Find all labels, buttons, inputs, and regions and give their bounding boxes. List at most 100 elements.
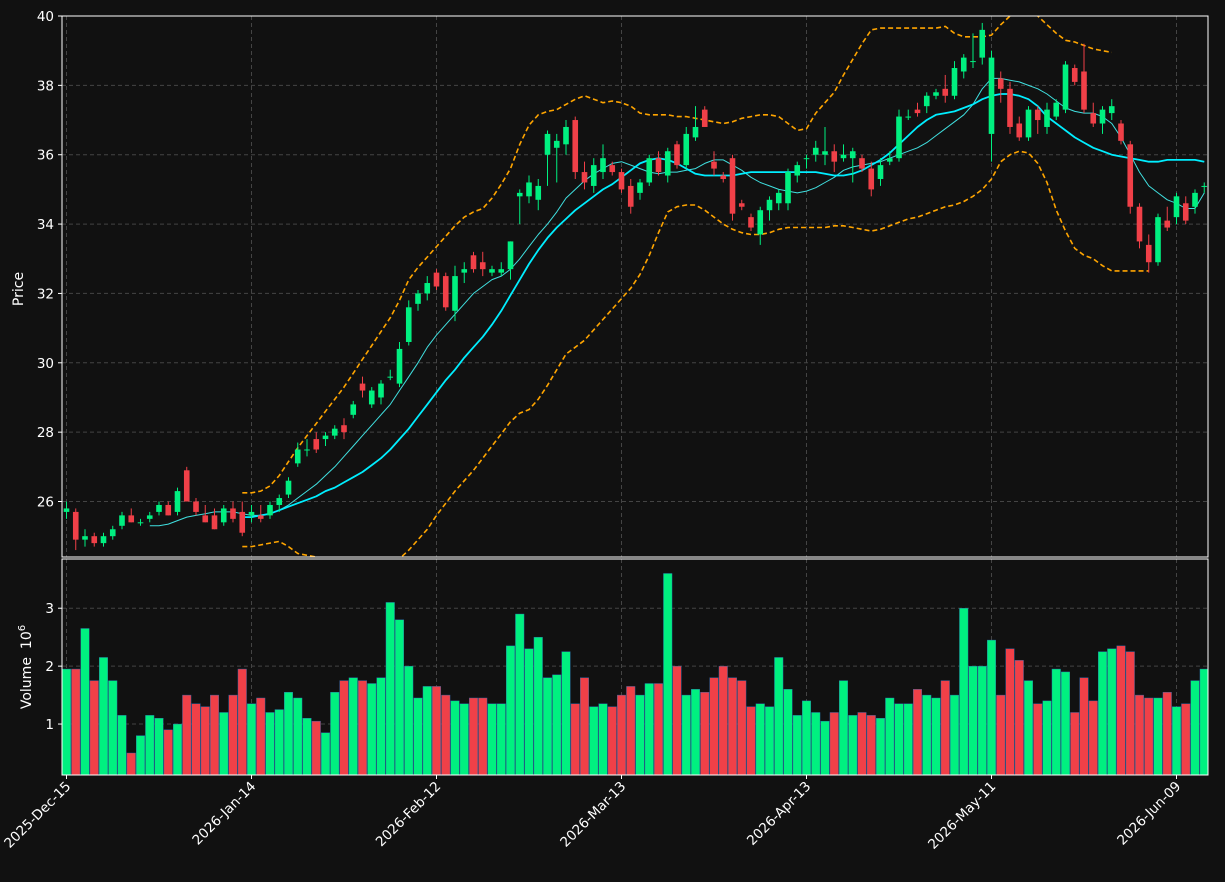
volume-bar	[348, 677, 358, 775]
candle-body	[470, 255, 477, 270]
candle-body	[304, 449, 310, 451]
volume-bar	[1014, 660, 1024, 775]
candle-body	[914, 109, 921, 114]
volume-bar	[903, 703, 913, 775]
candle-body	[498, 269, 505, 273]
price-grid	[62, 15, 1208, 557]
candle-body	[461, 269, 468, 273]
candle-body	[489, 269, 495, 273]
volume-bar	[321, 732, 331, 775]
volume-bar	[265, 712, 275, 775]
candle-body	[923, 95, 930, 107]
candle-body	[803, 158, 810, 160]
volume-bar	[515, 613, 525, 775]
volume-bar	[117, 715, 127, 775]
price-axis-label: Price	[11, 272, 27, 306]
volume-bar	[311, 720, 321, 775]
candle-body	[63, 508, 70, 512]
volume-bar	[709, 677, 719, 775]
volume-unit-base: 10	[19, 631, 35, 649]
volume-bar	[876, 718, 886, 775]
volume-bar	[358, 680, 368, 775]
candle-body	[248, 511, 255, 516]
volume-bar	[228, 694, 238, 775]
volume-bar	[441, 694, 451, 775]
volume-bar	[580, 677, 590, 775]
volume-bar	[191, 703, 201, 775]
volume-bar	[663, 573, 673, 775]
candle-body	[1025, 109, 1032, 138]
volume-bar	[783, 689, 793, 775]
candle-body	[424, 283, 431, 294]
candle-body	[313, 439, 320, 450]
volume-bar	[1023, 680, 1033, 775]
volume-bar	[256, 697, 266, 775]
volume-bar	[367, 683, 377, 775]
candle-body	[674, 144, 680, 166]
volume-bar	[71, 668, 81, 775]
volume-bar	[1033, 703, 1043, 775]
candle-body	[341, 425, 347, 433]
volume-bar	[135, 735, 145, 775]
candle-body	[230, 508, 236, 519]
candle-body	[526, 182, 532, 197]
price-tick-label: 28	[37, 425, 54, 441]
volume-bar	[561, 651, 571, 775]
volume-bar	[802, 700, 812, 775]
candle-body	[942, 88, 949, 96]
price-tick-label: 40	[37, 9, 54, 25]
candle-body	[72, 511, 79, 540]
candle-body	[100, 536, 107, 544]
price-panel-frame	[61, 15, 1209, 558]
candle-body	[979, 29, 986, 58]
volume-bar	[959, 608, 969, 775]
candle-body	[1127, 144, 1134, 207]
candle-body	[211, 515, 218, 530]
candle-body	[396, 348, 403, 384]
candle-body	[1016, 123, 1023, 138]
candle-body	[1071, 68, 1078, 82]
candle-body	[128, 515, 135, 523]
candle-body	[960, 57, 967, 72]
volume-bar	[894, 703, 904, 775]
candle-body	[553, 140, 560, 148]
volume-bar	[672, 665, 682, 775]
price-tick-label: 26	[37, 495, 54, 511]
volume-bar	[163, 729, 173, 775]
candle-body	[202, 515, 209, 523]
volume-tick-label: 1	[45, 717, 54, 733]
volume-bar	[737, 680, 747, 775]
price-tick-label: 34	[37, 217, 54, 233]
candle-body	[137, 522, 144, 524]
volume-bar	[820, 720, 830, 775]
candle-body	[331, 428, 338, 436]
candle-body	[350, 404, 357, 415]
candle-body	[1053, 102, 1060, 117]
candle-body	[794, 165, 801, 176]
candle-body	[165, 504, 172, 516]
candle-body	[174, 491, 181, 512]
volume-bar	[811, 712, 821, 775]
volume-bar	[108, 680, 118, 775]
volume-bar	[691, 689, 701, 775]
candle-body	[729, 158, 736, 214]
candle-body	[1173, 196, 1180, 218]
volume-bar	[700, 691, 710, 775]
volume-bar	[922, 694, 932, 775]
candle-body	[590, 165, 597, 186]
volume-bar	[432, 686, 442, 775]
volume-bar	[284, 691, 294, 775]
candle-body	[415, 293, 421, 304]
candle-body	[239, 511, 246, 533]
volume-bar	[1107, 648, 1117, 775]
volume-bar	[644, 683, 654, 775]
volume-bar	[1171, 706, 1181, 775]
price-y-ticks: 26 28 30 32 34 36 38 40	[37, 9, 62, 511]
candle-body	[442, 276, 449, 308]
volume-bar	[506, 645, 516, 775]
volume-bar	[1190, 680, 1200, 775]
volume-bar	[413, 697, 423, 775]
candle-body	[1081, 71, 1087, 110]
